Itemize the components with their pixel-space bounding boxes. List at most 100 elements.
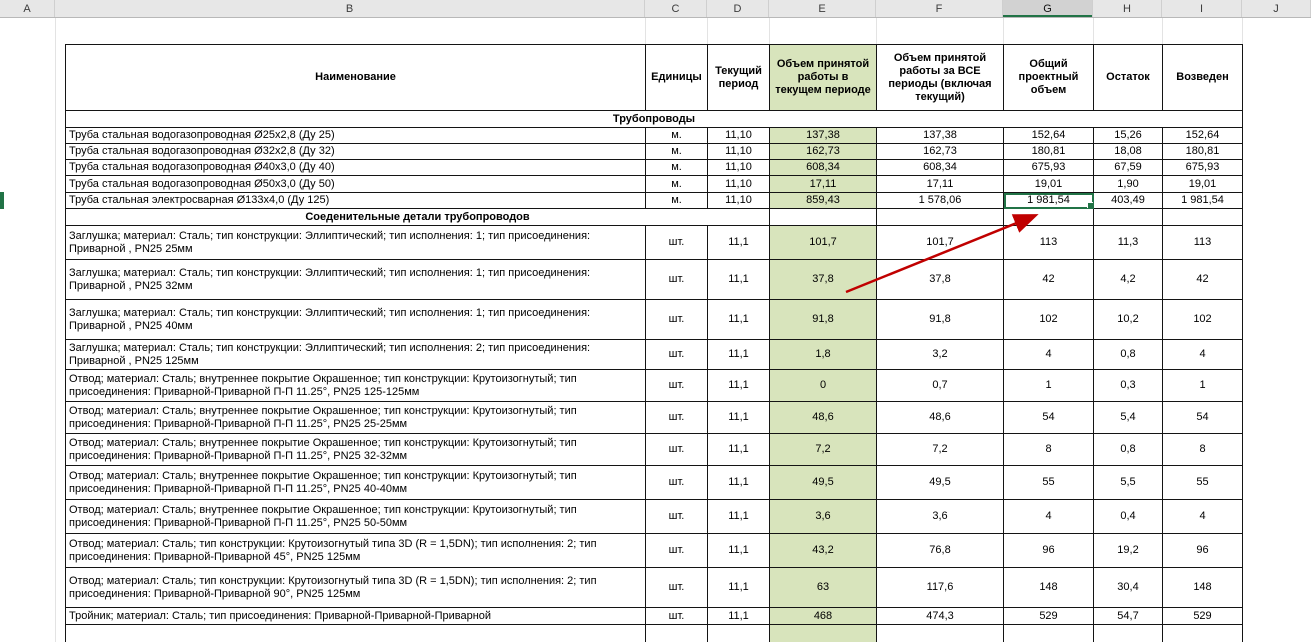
cell-unit[interactable]: шт.: [645, 607, 708, 625]
cell-current[interactable]: 859,43: [769, 192, 877, 209]
section-title[interactable]: Соеденительные детали трубопроводов: [65, 208, 770, 226]
cell-current[interactable]: [769, 624, 877, 642]
cell-name[interactable]: Труба стальная водогазопроводная Ø25х2,8…: [65, 127, 646, 144]
cell-name[interactable]: Заглушка; материал: Сталь; тип конструкц…: [65, 259, 646, 300]
cell-all-periods[interactable]: 1 578,06: [876, 192, 1004, 209]
cell-rest[interactable]: 1,90: [1093, 175, 1163, 193]
cell-current[interactable]: 608,34: [769, 159, 877, 176]
cell-total[interactable]: 675,93: [1003, 159, 1094, 176]
cell-total[interactable]: 102: [1003, 299, 1094, 340]
cell-current[interactable]: 37,8: [769, 259, 877, 300]
cell-unit[interactable]: м.: [645, 175, 708, 193]
cell-name[interactable]: Отвод; материал: Сталь; внутреннее покры…: [65, 433, 646, 466]
header-rest[interactable]: Остаток: [1093, 44, 1163, 111]
cell-period[interactable]: 11,1: [707, 499, 770, 534]
cell-period[interactable]: 11,10: [707, 143, 770, 160]
column-header-F[interactable]: F: [876, 0, 1003, 17]
cell-rest[interactable]: 0,8: [1093, 339, 1163, 370]
cell-period[interactable]: 11,1: [707, 465, 770, 500]
cell-name[interactable]: Отвод; материал: Сталь; тип конструкции:…: [65, 533, 646, 568]
cell-total[interactable]: [1003, 624, 1094, 642]
cell-name[interactable]: Труба стальная водогазопроводная Ø50х3,0…: [65, 175, 646, 193]
cell-period[interactable]: 11,1: [707, 369, 770, 402]
cell-all-periods[interactable]: 7,2: [876, 433, 1004, 466]
cell-name[interactable]: Отвод; материал: Сталь; внутреннее покры…: [65, 465, 646, 500]
cell-unit[interactable]: шт.: [645, 225, 708, 260]
cell-name[interactable]: Заглушка; материал: Сталь; тип конструкц…: [65, 225, 646, 260]
cell-empty[interactable]: [1093, 208, 1163, 226]
cell-unit[interactable]: шт.: [645, 533, 708, 568]
cell-rest[interactable]: 11,3: [1093, 225, 1163, 260]
cell-all-periods[interactable]: 91,8: [876, 299, 1004, 340]
cell-unit[interactable]: м.: [645, 159, 708, 176]
cell-built[interactable]: 55: [1162, 465, 1243, 500]
cell-all-periods[interactable]: 17,11: [876, 175, 1004, 193]
cell-period[interactable]: 11,1: [707, 533, 770, 568]
cell-built[interactable]: 113: [1162, 225, 1243, 260]
cell-all-periods[interactable]: 101,7: [876, 225, 1004, 260]
cell-all-periods[interactable]: 137,38: [876, 127, 1004, 144]
cell-unit[interactable]: м.: [645, 192, 708, 209]
cell-period[interactable]: 11,10: [707, 175, 770, 193]
column-header-J[interactable]: J: [1242, 0, 1311, 17]
cell-all-periods[interactable]: 0,7: [876, 369, 1004, 402]
cell-total[interactable]: 113: [1003, 225, 1094, 260]
cell-current[interactable]: 17,11: [769, 175, 877, 193]
cell-current[interactable]: 7,2: [769, 433, 877, 466]
cell-built[interactable]: 675,93: [1162, 159, 1243, 176]
cell-built[interactable]: 4: [1162, 499, 1243, 534]
cell-current[interactable]: 1,8: [769, 339, 877, 370]
cell-period[interactable]: 11,10: [707, 159, 770, 176]
cell-current[interactable]: 162,73: [769, 143, 877, 160]
cell-rest[interactable]: 54,7: [1093, 607, 1163, 625]
cell-total[interactable]: 96: [1003, 533, 1094, 568]
cell-period[interactable]: [707, 624, 770, 642]
cell-period[interactable]: 11,1: [707, 339, 770, 370]
cell-total[interactable]: 54: [1003, 401, 1094, 434]
cell-period[interactable]: 11,10: [707, 192, 770, 209]
cell-period[interactable]: 11,10: [707, 127, 770, 144]
cell-current[interactable]: 3,6: [769, 499, 877, 534]
cell-current[interactable]: 91,8: [769, 299, 877, 340]
cell-name[interactable]: Отвод; материал: Сталь; внутреннее покры…: [65, 369, 646, 402]
header-name[interactable]: Наименование: [65, 44, 646, 111]
cell-total[interactable]: 4: [1003, 499, 1094, 534]
cell-built[interactable]: 148: [1162, 567, 1243, 608]
cell-built[interactable]: [1162, 624, 1243, 642]
cell-built[interactable]: 96: [1162, 533, 1243, 568]
cell-rest[interactable]: 5,5: [1093, 465, 1163, 500]
cell-rest[interactable]: [1093, 624, 1163, 642]
cell-period[interactable]: 11,1: [707, 607, 770, 625]
cell-unit[interactable]: шт.: [645, 259, 708, 300]
cell-current[interactable]: 468: [769, 607, 877, 625]
cell-period[interactable]: 11,1: [707, 259, 770, 300]
cell-total[interactable]: 1: [1003, 369, 1094, 402]
cell-rest[interactable]: 10,2: [1093, 299, 1163, 340]
cell-current[interactable]: 101,7: [769, 225, 877, 260]
cell-all-periods[interactable]: 474,3: [876, 607, 1004, 625]
cell-all-periods[interactable]: 48,6: [876, 401, 1004, 434]
cell-name[interactable]: Отвод; материал: Сталь; внутреннее покры…: [65, 401, 646, 434]
cell-rest[interactable]: 19,2: [1093, 533, 1163, 568]
column-header-E[interactable]: E: [769, 0, 876, 17]
cell-current[interactable]: 48,6: [769, 401, 877, 434]
cell-current[interactable]: 49,5: [769, 465, 877, 500]
cell-total[interactable]: 8: [1003, 433, 1094, 466]
cell-current[interactable]: 0: [769, 369, 877, 402]
cell-total[interactable]: 148: [1003, 567, 1094, 608]
selected-cell[interactable]: 1 981,54: [1003, 192, 1094, 209]
cell-built[interactable]: 102: [1162, 299, 1243, 340]
column-header-G[interactable]: G: [1003, 0, 1093, 17]
cell-name[interactable]: Заглушка; материал: Сталь; тип конструкц…: [65, 299, 646, 340]
cell-all-periods[interactable]: 117,6: [876, 567, 1004, 608]
cell-built[interactable]: 529: [1162, 607, 1243, 625]
cell-rest[interactable]: 30,4: [1093, 567, 1163, 608]
cell-rest[interactable]: 67,59: [1093, 159, 1163, 176]
cell-total[interactable]: 180,81: [1003, 143, 1094, 160]
cell-built[interactable]: 54: [1162, 401, 1243, 434]
cell-rest[interactable]: 5,4: [1093, 401, 1163, 434]
cell-current[interactable]: 137,38: [769, 127, 877, 144]
cell-rest[interactable]: 18,08: [1093, 143, 1163, 160]
cell-all-periods[interactable]: [876, 624, 1004, 642]
cell-rest[interactable]: 15,26: [1093, 127, 1163, 144]
